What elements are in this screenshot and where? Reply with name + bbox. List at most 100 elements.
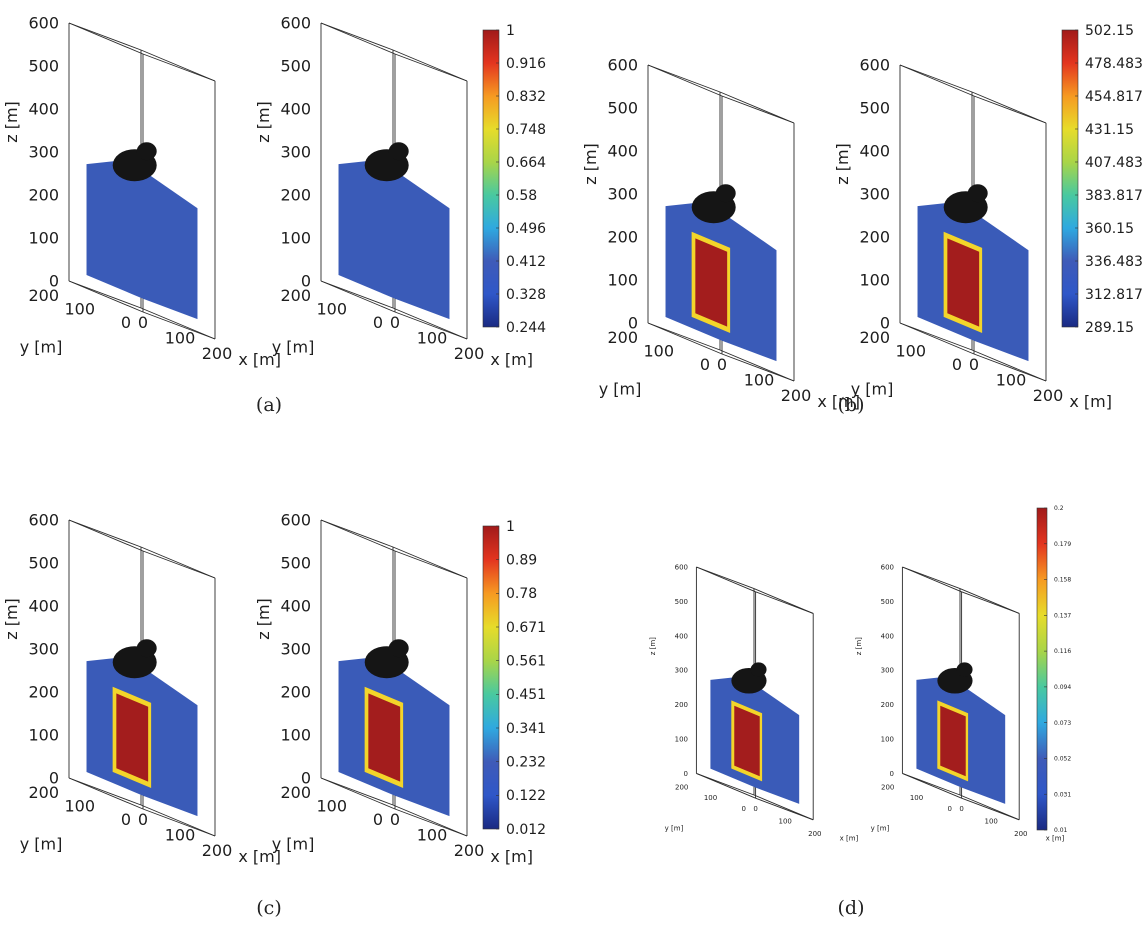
z-tick-label: 300	[280, 143, 311, 162]
z-tick-label: 400	[28, 597, 59, 616]
view-2: 600 500 400 300 200 100 0 z [m] 200 100 0 y [m] 0 100…	[254, 511, 533, 866]
y-tick-label: 200	[280, 783, 311, 802]
caption-b: (b)	[837, 394, 865, 416]
colorbar-fill	[482, 29, 500, 328]
colorbar-tick-label: 0.78	[506, 586, 537, 602]
y-tick-label: 100	[64, 300, 95, 319]
y-tick-label: 0	[700, 355, 710, 374]
box-edge	[394, 311, 468, 340]
box-edge	[755, 797, 814, 821]
colorbar-tick-label: 0.58	[506, 188, 537, 204]
colorbar: 502.15 478.483 454.817 431.15 407.483 383.817…	[1061, 23, 1143, 336]
colorbar-tick-label: 0.116	[1054, 648, 1071, 655]
z-tick-label: 300	[675, 667, 688, 675]
z-axis-label: z [m]	[855, 637, 863, 655]
dark-cluster	[136, 142, 157, 161]
z-tick-label: 0	[301, 769, 311, 788]
colorbar-tick-label: 0.916	[506, 56, 546, 72]
box-edge	[902, 566, 961, 590]
colorbar-tick-label: 0.094	[1054, 684, 1071, 691]
z-tick-label: 500	[28, 57, 59, 76]
box-edge	[973, 95, 1047, 124]
view-1: 600 500 400 300 200 100 0 z [m] 200 100 0 y [m] 0 100…	[2, 14, 281, 369]
box-edge	[140, 804, 216, 837]
z-tick-label: 400	[28, 100, 59, 119]
z-axis-label: z [m]	[649, 637, 657, 655]
colorbar-tick-label: 431.15	[1085, 122, 1134, 138]
x-axis-label: x [m]	[238, 350, 281, 369]
box-edge	[140, 546, 216, 579]
z-tick-label: 0	[301, 272, 311, 291]
box-edge	[899, 322, 973, 351]
colorbar-tick-label: 454.817	[1085, 89, 1143, 105]
box-edge	[68, 22, 142, 51]
x-tick-label: 0	[717, 355, 727, 374]
dark-cluster	[750, 662, 767, 677]
y-tick-label: 200	[28, 286, 59, 305]
z-tick-label: 500	[607, 99, 638, 118]
z-tick-label: 600	[607, 56, 638, 75]
z-tick-label: 500	[28, 554, 59, 573]
z-tick-label: 400	[859, 142, 890, 161]
z-tick-label: 100	[28, 726, 59, 745]
y-tick-label: 100	[64, 797, 95, 816]
x-tick-label: 0	[959, 805, 963, 813]
x-tick-label: 100	[985, 817, 998, 825]
box-edge	[971, 349, 1047, 382]
core-region	[368, 693, 401, 782]
x-tick-label: 200	[808, 830, 821, 838]
colorbar-tick-label: 0.496	[506, 221, 546, 237]
colorbar-tick-label: 0.412	[506, 254, 546, 270]
box-edge	[68, 22, 144, 55]
box-edge	[392, 49, 468, 82]
z-axis-label: z [m]	[2, 598, 21, 640]
x-tick-label: 0	[138, 810, 148, 829]
z-tick-label: 300	[28, 143, 59, 162]
box-edge	[647, 64, 723, 97]
y-tick-label: 100	[910, 794, 923, 802]
z-tick-label: 500	[881, 598, 894, 606]
dark-cluster	[715, 184, 736, 203]
box-edge	[392, 804, 468, 837]
x-tick-label: 0	[390, 810, 400, 829]
z-tick-label: 0	[684, 770, 688, 778]
z-tick-label: 200	[280, 186, 311, 205]
y-axis-label: y [m]	[599, 380, 642, 399]
z-tick-label: 100	[607, 271, 638, 290]
y-tick-label: 100	[895, 342, 926, 361]
colorbar-tick-label: 1	[506, 23, 515, 39]
box-edge	[320, 280, 396, 313]
colorbar-tick-label: 312.817	[1085, 287, 1143, 303]
z-tick-label: 400	[881, 632, 894, 640]
z-tick-label: 300	[607, 185, 638, 204]
z-tick-label: 500	[675, 598, 688, 606]
x-tick-label: 200	[202, 344, 233, 363]
box-edge	[320, 22, 396, 55]
box-edge	[899, 322, 975, 355]
box-edge	[140, 307, 216, 340]
y-axis-label: y [m]	[272, 338, 315, 357]
box-edge	[394, 808, 468, 837]
z-tick-label: 100	[881, 735, 894, 743]
y-tick-label: 0	[373, 313, 383, 332]
x-tick-label: 200	[781, 386, 812, 405]
z-axis-label: z [m]	[581, 143, 600, 185]
box-edge	[647, 64, 721, 93]
x-tick-label: 100	[165, 826, 196, 845]
box-edge	[320, 777, 396, 810]
z-tick-label: 600	[280, 511, 311, 530]
colorbar: 1 0.916 0.832 0.748 0.664 0.58 0.496 0.412 0.328…	[482, 23, 546, 336]
colorbar-tick-label: 502.15	[1085, 23, 1134, 39]
colorbar-tick-label: 0.031	[1054, 791, 1071, 798]
y-tick-label: 0	[742, 805, 746, 813]
z-tick-label: 500	[280, 554, 311, 573]
x-axis-label: x [m]	[1069, 392, 1112, 411]
z-axis-label: z [m]	[833, 143, 852, 185]
y-axis-label: y [m]	[851, 380, 894, 399]
x-tick-label: 100	[744, 371, 775, 390]
core-region	[734, 705, 760, 777]
x-tick-label: 200	[454, 344, 485, 363]
box-edge	[971, 91, 1047, 124]
box-edge	[320, 280, 394, 309]
